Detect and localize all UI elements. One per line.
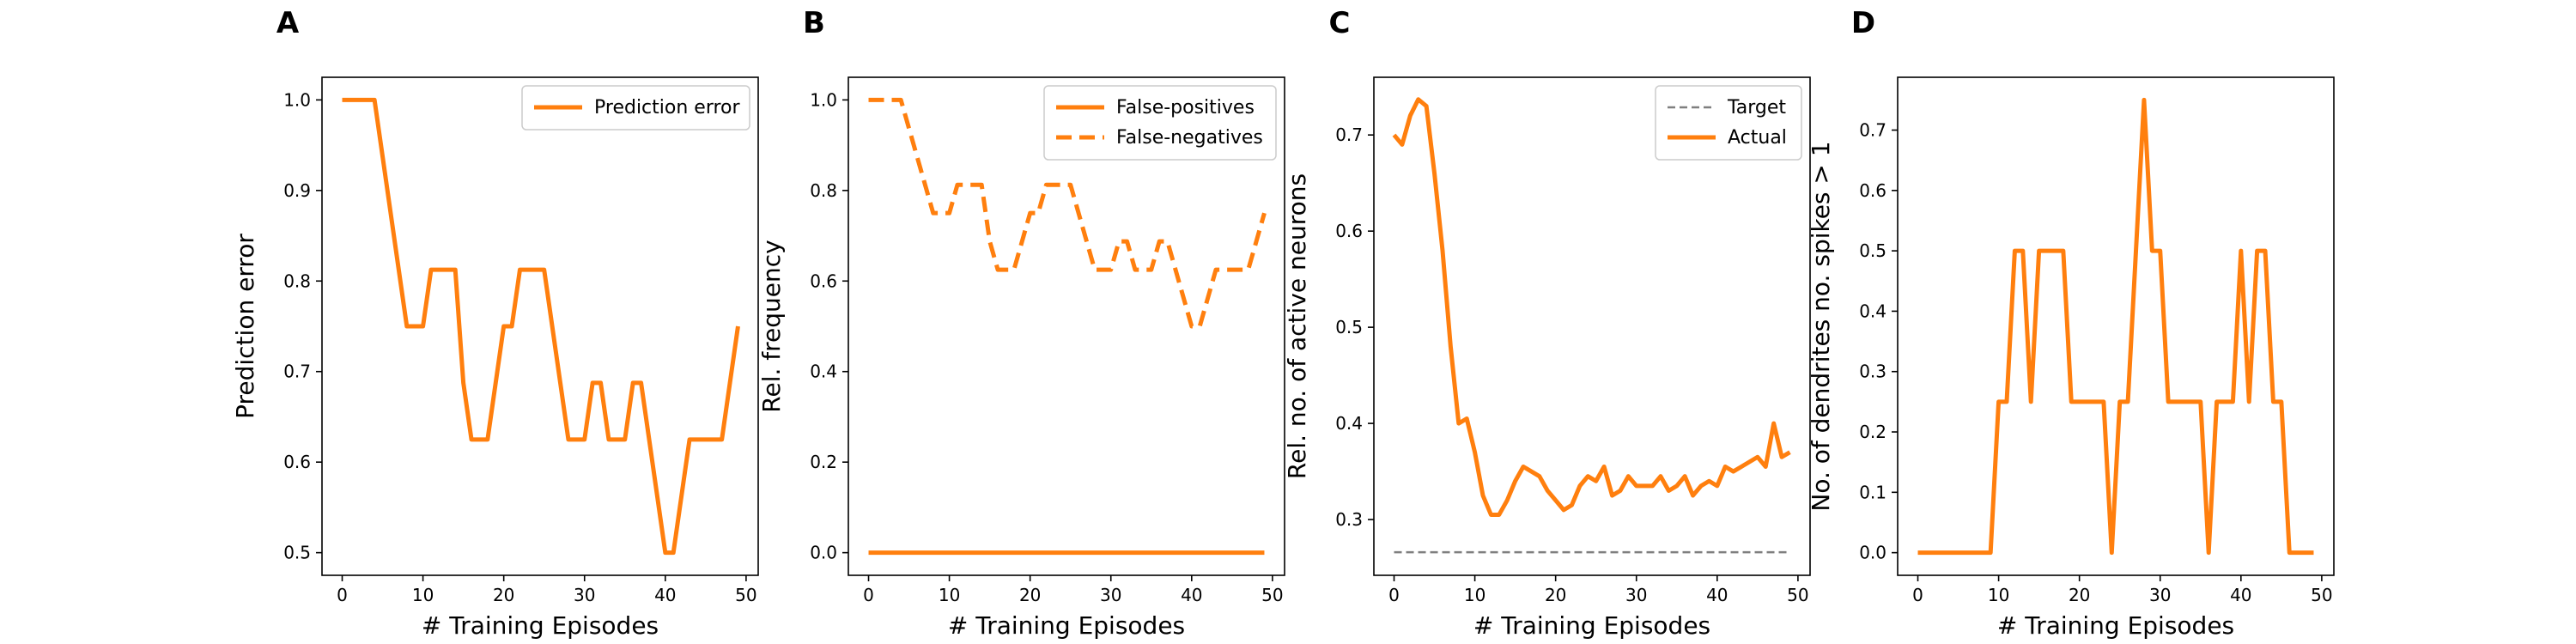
x-axis-label: # Training Episodes — [1997, 611, 2234, 640]
y-tick-label: 0.2 — [1859, 422, 1886, 442]
x-tick-label: 20 — [493, 585, 514, 605]
series-line-0 — [342, 97, 740, 556]
panel-b: B 0 10 20 30 40 50 0.0 0.2 0.4 0.6 0.8 1.0 # Training… — [757, 6, 1285, 640]
panel-a: A 0 10 20 30 40 50 0.5 0.6 0.7 0.8 0.9 1.0 # Training… — [231, 6, 759, 640]
y-tick-label: 0.7 — [1859, 120, 1886, 141]
series-line-1 — [1392, 97, 1791, 517]
axes-frame — [321, 76, 759, 576]
x-tick-label: 40 — [2230, 585, 2251, 605]
y-tick-label: 0.2 — [810, 452, 837, 472]
y-tick-label: 0.4 — [810, 361, 837, 382]
panel-label: A — [276, 6, 300, 40]
y-tick-label: 0.0 — [810, 543, 837, 563]
x-tick-label: 30 — [574, 585, 595, 605]
panel-d: D 0 10 20 30 40 50 0.0 0.1 0.2 0.3 0.4 0.5 0.6 0.7 # Tr… — [1807, 6, 2335, 640]
legend: Target Actual — [1655, 85, 1802, 161]
y-axis-label: Rel. frequency — [757, 240, 786, 412]
y-tick-label: 0.4 — [1859, 301, 1886, 321]
x-tick-label: 20 — [1019, 585, 1041, 605]
x-tick-label: 50 — [1787, 585, 1808, 605]
panel-label: D — [1851, 6, 1875, 40]
x-axis-label: # Training Episodes — [422, 611, 659, 640]
axes-frame — [1897, 76, 2335, 576]
panel-c: C 0 10 20 30 40 50 0.3 0.4 0.5 0.6 0.7 # Training Ep… — [1283, 6, 1811, 640]
legend-box — [1043, 85, 1277, 161]
y-tick-label: 0.6 — [283, 452, 311, 472]
panel-label: C — [1329, 6, 1351, 40]
x-tick-label: 10 — [412, 585, 434, 605]
x-tick-label: 50 — [735, 585, 756, 605]
y-tick-label: 0.8 — [283, 270, 311, 291]
y-tick-label: 0.4 — [1335, 413, 1363, 434]
legend-label: False-negatives — [1116, 127, 1263, 149]
x-tick-label: 0 — [337, 585, 348, 605]
y-tick-label: 0.7 — [283, 361, 311, 382]
y-tick-label: 0.1 — [1859, 482, 1886, 502]
legend-label: False-positives — [1116, 97, 1255, 118]
panel-label: B — [803, 6, 825, 40]
x-tick-label: 30 — [2149, 585, 2171, 605]
x-tick-label: 0 — [863, 585, 874, 605]
y-tick-label: 0.6 — [1335, 221, 1363, 241]
y-tick-label: 1.0 — [283, 89, 311, 110]
legend-box — [1655, 85, 1802, 161]
y-tick-label: 0.5 — [1335, 317, 1363, 337]
y-tick-label: 0.3 — [1335, 509, 1363, 530]
x-tick-label: 10 — [939, 585, 960, 605]
x-tick-label: 10 — [1988, 585, 2009, 605]
axes-frame — [848, 76, 1285, 576]
legend: False-positives False-negatives — [1043, 85, 1277, 161]
y-tick-label: 0.6 — [1859, 180, 1886, 201]
legend-label: Prediction error — [594, 97, 740, 118]
y-tick-label: 0.0 — [1859, 543, 1886, 563]
legend-label: Target — [1727, 97, 1786, 118]
legend-label: Actual — [1728, 127, 1787, 149]
legend: Prediction error — [521, 85, 750, 131]
x-tick-label: 30 — [1100, 585, 1121, 605]
series-line-1 — [868, 97, 1267, 329]
y-tick-label: 1.0 — [810, 89, 837, 110]
x-axis-label: # Training Episodes — [948, 611, 1185, 640]
x-tick-label: 20 — [2069, 585, 2090, 605]
y-axis-label: No. of dendrites no. spikes > 1 — [1807, 141, 1835, 511]
y-tick-label: 0.5 — [283, 543, 311, 563]
y-tick-label: 0.7 — [1335, 125, 1363, 145]
y-axis-label: Prediction error — [231, 234, 259, 419]
x-tick-label: 30 — [1625, 585, 1647, 605]
legend-box — [521, 85, 750, 131]
x-tick-label: 20 — [1545, 585, 1566, 605]
y-tick-label: 0.8 — [810, 180, 837, 201]
axes-frame — [1373, 76, 1811, 576]
y-tick-label: 0.9 — [283, 180, 311, 201]
x-tick-label: 10 — [1464, 585, 1485, 605]
x-tick-label: 50 — [2311, 585, 2332, 605]
series-line-0 — [1917, 97, 2314, 556]
x-tick-label: 0 — [1388, 585, 1400, 605]
x-tick-label: 40 — [654, 585, 676, 605]
y-tick-label: 0.5 — [1859, 240, 1886, 261]
x-tick-label: 40 — [1181, 585, 1202, 605]
y-tick-label: 0.3 — [1859, 361, 1886, 382]
y-axis-label: Rel. no. of active neurons — [1283, 173, 1311, 479]
x-tick-label: 40 — [1706, 585, 1728, 605]
x-tick-label: 50 — [1261, 585, 1283, 605]
y-tick-label: 0.6 — [810, 270, 837, 291]
x-tick-label: 0 — [1912, 585, 1923, 605]
x-axis-label: # Training Episodes — [1473, 611, 1710, 640]
